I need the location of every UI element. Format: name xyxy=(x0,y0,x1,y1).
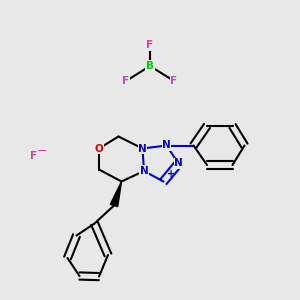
Text: N: N xyxy=(138,143,147,154)
Text: F: F xyxy=(146,40,154,50)
Text: N: N xyxy=(174,158,183,169)
Text: F: F xyxy=(170,76,178,86)
Text: +: + xyxy=(167,169,175,179)
Text: F: F xyxy=(30,151,37,161)
Text: N: N xyxy=(162,140,171,151)
Text: F: F xyxy=(122,76,130,86)
Text: B: B xyxy=(146,61,154,71)
Text: O: O xyxy=(94,143,103,154)
Polygon shape xyxy=(110,182,122,207)
Text: −: − xyxy=(37,145,47,158)
Text: N: N xyxy=(140,166,148,176)
